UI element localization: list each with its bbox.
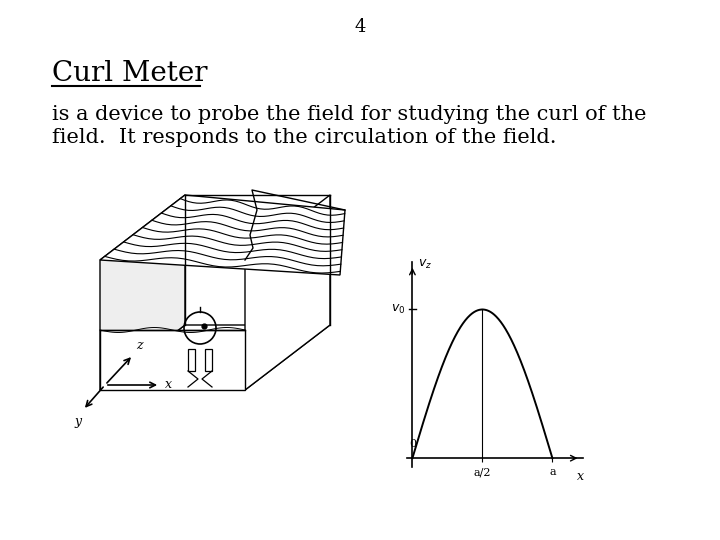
- Text: $v_0$: $v_0$: [391, 303, 405, 316]
- Text: is a device to probe the field for studying the curl of the: is a device to probe the field for study…: [52, 105, 647, 124]
- Text: z: z: [136, 339, 143, 352]
- Polygon shape: [100, 195, 345, 275]
- Polygon shape: [100, 330, 245, 390]
- Text: x: x: [165, 379, 172, 392]
- Text: 0: 0: [409, 439, 416, 449]
- Polygon shape: [245, 195, 330, 390]
- Text: y: y: [74, 415, 81, 428]
- Text: Curl Meter: Curl Meter: [52, 60, 207, 87]
- Text: x: x: [577, 470, 584, 483]
- Text: $v_z$: $v_z$: [418, 258, 432, 272]
- Polygon shape: [100, 325, 330, 390]
- Text: 4: 4: [354, 18, 366, 36]
- Text: field.  It responds to the circulation of the field.: field. It responds to the circulation of…: [52, 128, 557, 147]
- Polygon shape: [100, 195, 185, 390]
